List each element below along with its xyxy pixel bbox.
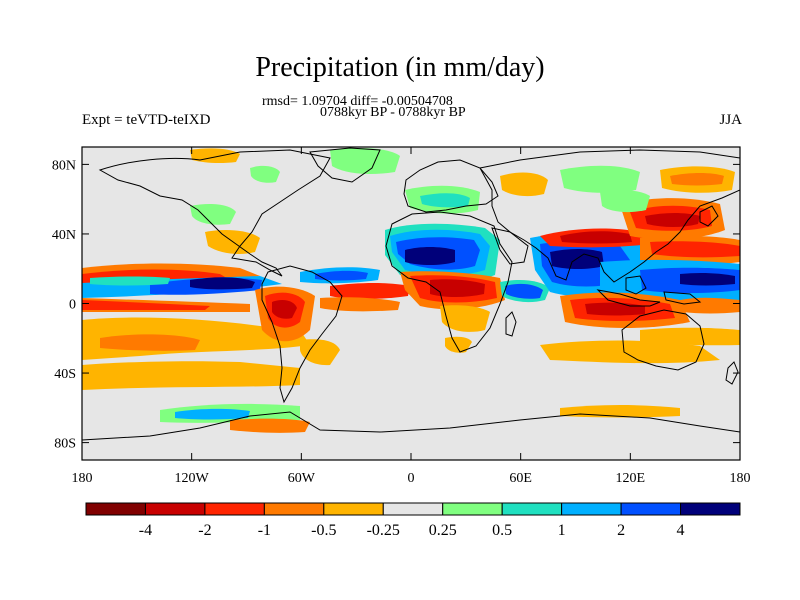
season-label: JJA bbox=[719, 112, 742, 128]
plot-title: Precipitation (in mm/day) bbox=[255, 52, 545, 83]
colorbar-swatch bbox=[442, 502, 503, 516]
anomaly-region bbox=[505, 283, 543, 299]
colorbar-label: 0.25 bbox=[429, 522, 457, 539]
colorbar-label: -2 bbox=[198, 522, 211, 539]
africa-coast bbox=[385, 211, 513, 353]
lat-tick-label: 80N bbox=[52, 158, 76, 173]
anomaly-region bbox=[320, 297, 400, 312]
lon-tick-label: 120W bbox=[175, 471, 210, 486]
anomaly-region bbox=[190, 204, 236, 225]
anomaly-region bbox=[540, 340, 720, 364]
colorbar-swatch bbox=[144, 502, 206, 516]
antarctica-coast bbox=[82, 411, 740, 441]
colorbar-swatch bbox=[85, 502, 146, 516]
anomaly-region bbox=[175, 408, 250, 420]
anomaly-region bbox=[190, 277, 255, 290]
anomaly-region bbox=[680, 272, 735, 286]
japan-coast bbox=[699, 205, 719, 227]
lat-tick-label: 40S bbox=[54, 367, 76, 382]
lat-tick-label: 80S bbox=[54, 437, 76, 452]
anomaly-region bbox=[82, 361, 300, 390]
anomaly-region bbox=[445, 336, 472, 353]
colorbar: -4 -2 -1 -0.5 -0.25 0.25 0.5 1 2 4 bbox=[85, 502, 741, 539]
anomaly-region bbox=[640, 327, 740, 346]
experiment-label: Expt = teVTD-teIXD bbox=[82, 112, 211, 128]
anomaly-region bbox=[560, 165, 640, 193]
greenland-coast bbox=[309, 147, 381, 183]
colorbar-label: 0.5 bbox=[492, 522, 512, 539]
colorbar-label: 2 bbox=[617, 522, 625, 539]
north-america-coast bbox=[98, 149, 331, 277]
axis-ticks: 80N 40N 0 40S 80S 180 120W 60W 0 60E 120E 180 bbox=[52, 147, 751, 486]
anomaly-region bbox=[560, 405, 680, 418]
anomaly-region bbox=[585, 302, 645, 316]
coastlines bbox=[82, 147, 740, 441]
anomaly-region bbox=[500, 172, 548, 197]
lon-tick-label: 180 bbox=[730, 471, 751, 486]
anomaly-region bbox=[330, 148, 400, 174]
anomaly-region bbox=[330, 283, 410, 299]
colorbar-label: -0.5 bbox=[311, 522, 336, 539]
colorbar-label: -0.25 bbox=[367, 522, 400, 539]
colorbar-swatch bbox=[263, 502, 325, 516]
colorbar-swatch bbox=[561, 502, 622, 516]
australia-coast bbox=[621, 309, 705, 371]
south-america-coast bbox=[261, 265, 343, 404]
borneo-coast bbox=[625, 275, 647, 295]
colorbar-swatch bbox=[680, 502, 741, 516]
indonesia-coast bbox=[596, 289, 661, 307]
anomaly-region bbox=[250, 165, 280, 183]
anomaly-region bbox=[420, 193, 470, 208]
new-zealand-coast bbox=[725, 361, 739, 385]
madagascar-coast bbox=[505, 311, 517, 337]
lon-tick-label: 0 bbox=[408, 471, 415, 486]
colorbar-swatch bbox=[323, 502, 384, 516]
period-line: 0788kyr BP - 0788kyr BP bbox=[320, 105, 466, 120]
colorbar-label: 4 bbox=[677, 522, 685, 539]
lat-tick-label: 40N bbox=[52, 228, 76, 243]
anomaly-region bbox=[100, 334, 200, 351]
anomaly-region bbox=[405, 247, 455, 265]
anomaly-region bbox=[430, 279, 485, 297]
anomaly-region bbox=[560, 231, 632, 244]
anomaly-region bbox=[680, 297, 740, 314]
colorbar-swatch bbox=[382, 502, 444, 516]
colorbar-swatch bbox=[620, 502, 682, 516]
colorbar-swatch bbox=[501, 502, 563, 516]
lon-tick-label: 60W bbox=[288, 471, 316, 486]
anomaly-region bbox=[440, 305, 490, 332]
anomaly-region bbox=[600, 189, 650, 213]
anomaly-region bbox=[315, 270, 368, 281]
lon-tick-label: 60E bbox=[509, 471, 532, 486]
lat-tick-label: 0 bbox=[69, 298, 76, 313]
colorbar-label: -4 bbox=[139, 522, 152, 539]
anomaly-region bbox=[272, 300, 297, 319]
stats-line: rmsd= 1.09704 diff= -0.00504708 bbox=[262, 94, 453, 109]
anomaly-region bbox=[230, 418, 310, 433]
new-guinea-coast bbox=[663, 291, 702, 305]
anomaly-region bbox=[82, 300, 210, 310]
anomaly-region bbox=[670, 173, 724, 186]
anomaly-region bbox=[90, 276, 170, 286]
lon-tick-label: 120E bbox=[616, 471, 646, 486]
colorbar-label: 1 bbox=[558, 522, 566, 539]
colorbar-swatch bbox=[204, 502, 265, 516]
colorbar-label: -1 bbox=[258, 522, 271, 539]
lon-tick-label: 180 bbox=[72, 471, 93, 486]
asia-coast bbox=[479, 149, 740, 283]
anomaly-region bbox=[650, 241, 740, 258]
anomaly-region bbox=[300, 339, 340, 366]
